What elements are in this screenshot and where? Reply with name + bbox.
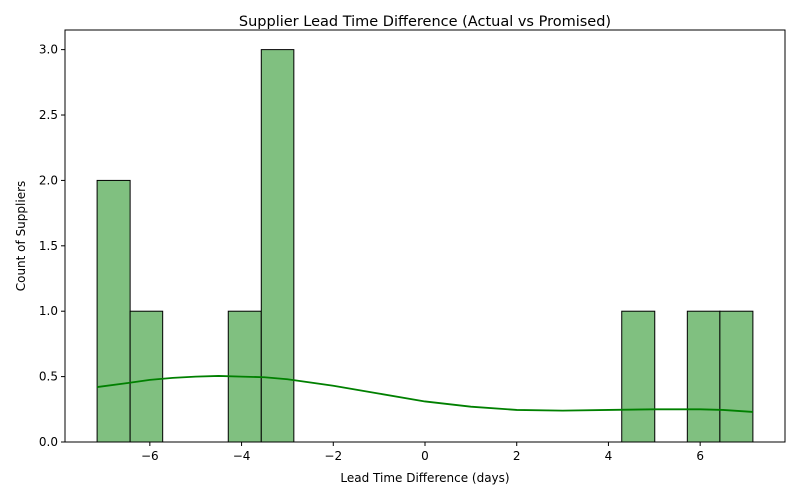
- x-tick-label: −4: [233, 449, 251, 463]
- y-tick-label: 1.5: [39, 239, 58, 253]
- x-tick-label: 6: [696, 449, 704, 463]
- y-tick-label: 2.0: [39, 173, 58, 187]
- x-tick-label: 2: [513, 449, 521, 463]
- y-tick-label: 0.5: [39, 370, 58, 384]
- y-tick-label: 1.0: [39, 304, 58, 318]
- histogram-bars: [96, 49, 754, 443]
- x-tick-label: 0: [421, 449, 429, 463]
- histogram-bar: [686, 310, 721, 443]
- y-axis-label: Count of Suppliers: [14, 181, 28, 292]
- y-tick-label: 3.0: [39, 43, 58, 57]
- x-axis-label: Lead Time Difference (days): [340, 471, 509, 485]
- plot-frame: [64, 29, 786, 443]
- histogram-bar: [96, 179, 131, 443]
- x-tick-label: 4: [605, 449, 613, 463]
- histogram-bar: [621, 310, 656, 443]
- y-tick-label: 0.0: [39, 435, 58, 449]
- histogram-bar: [719, 310, 754, 443]
- y-axis: 0.0 0.5 1.0 1.5 2.0 2.5 3.0: [39, 43, 65, 449]
- y-tick-label: 2.5: [39, 108, 58, 122]
- chart-title: Supplier Lead Time Difference (Actual vs…: [239, 14, 611, 30]
- x-tick-label: −6: [141, 449, 159, 463]
- kde-curve: [96, 375, 753, 413]
- histogram-bar: [260, 49, 295, 443]
- x-tick-label: −2: [324, 449, 342, 463]
- x-axis: −6 −4 −2 0 2 4 6: [141, 442, 704, 463]
- histogram-bar: [129, 310, 164, 443]
